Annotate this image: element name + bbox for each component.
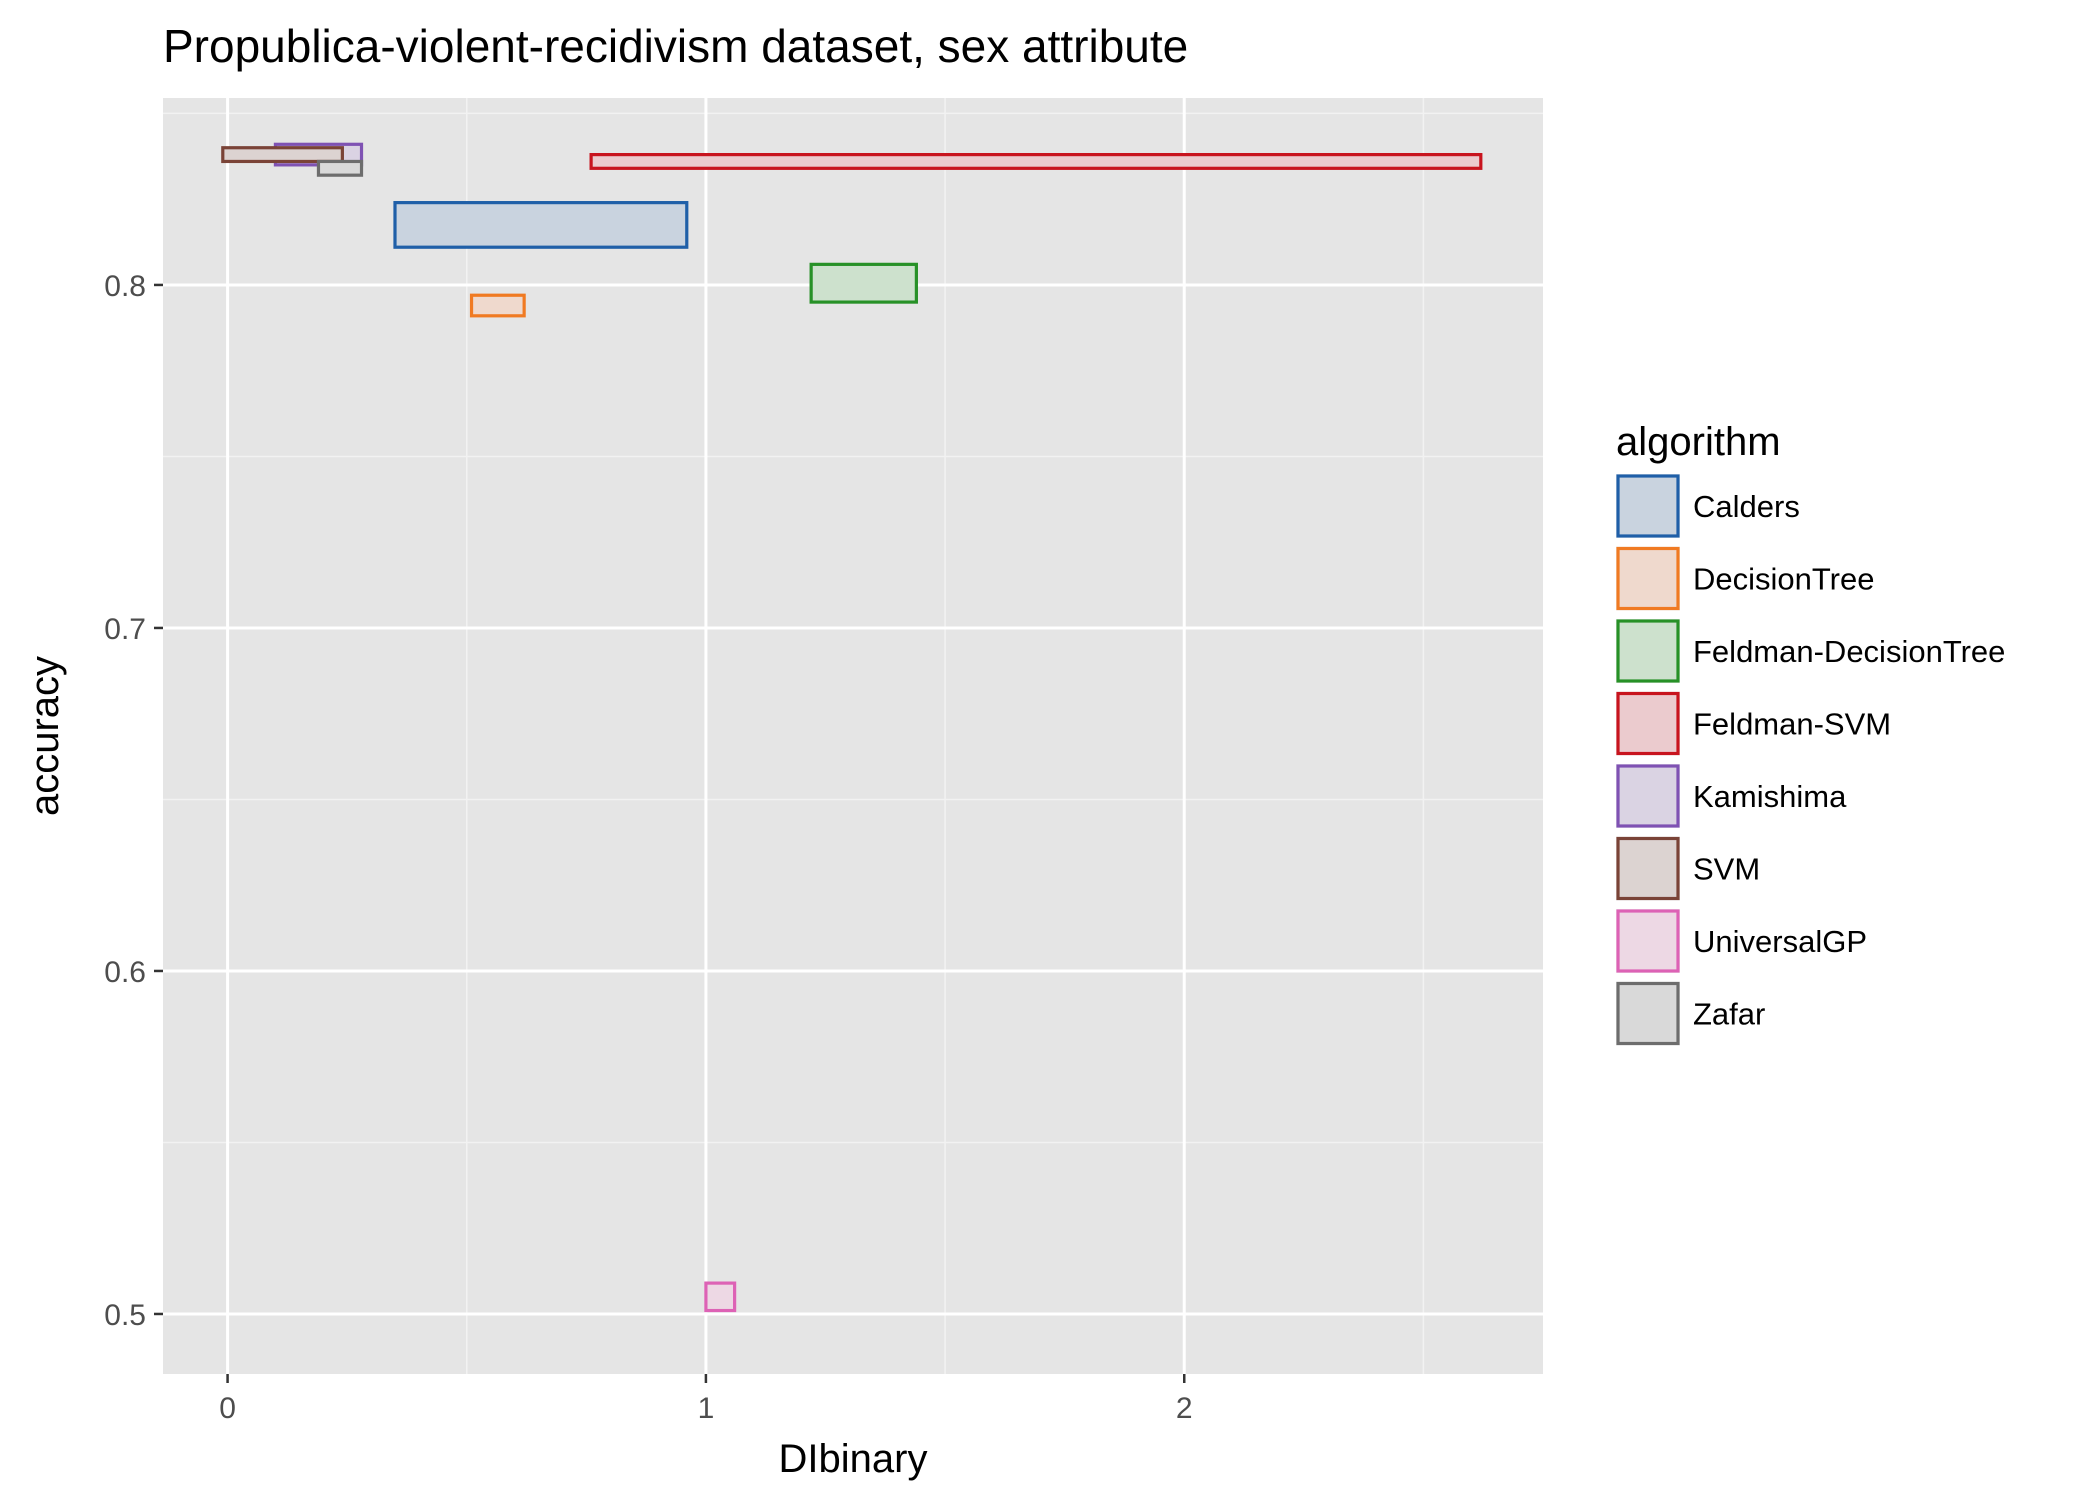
x-axis-title: DIbinary — [779, 1437, 928, 1481]
x-axis-ticks: 0 1 2 — [219, 1374, 1193, 1425]
legend-label: UniversalGP — [1693, 924, 1867, 959]
legend-key-swatch — [1616, 981, 1680, 1046]
legend-key-swatch — [1616, 764, 1680, 828]
y-tick-label: 0.7 — [104, 613, 146, 646]
legend-key-swatch — [1616, 909, 1680, 973]
range-rect-feldman-svm — [589, 152, 1483, 170]
plot-panel — [163, 98, 1543, 1374]
y-tick-label: 0.6 — [104, 956, 146, 989]
legend-label: Calders — [1693, 489, 1800, 524]
legend-key-swatch — [1616, 836, 1680, 901]
y-tick-label: 0.8 — [104, 270, 146, 303]
legend-key-swatch — [1616, 619, 1680, 683]
legend-title: algorithm — [1616, 420, 1781, 464]
legend-label: Kamishima — [1693, 779, 1847, 814]
legend-label: Zafar — [1693, 997, 1765, 1032]
chart-title: Propublica-violent-recidivism dataset, s… — [163, 20, 1188, 72]
x-tick-label: 0 — [219, 1392, 236, 1425]
minor-gridlines — [163, 98, 1543, 1374]
range-rect-svm — [221, 146, 344, 164]
range-rect-zafar — [316, 159, 364, 177]
legend-label: Feldman-SVM — [1693, 707, 1891, 742]
legend-items: Calders DecisionTree Feldman-DecisionTree F… — [1616, 474, 2005, 1046]
y-axis-ticks: 0.5 0.6 0.7 0.8 — [104, 270, 163, 1332]
x-tick-label: 2 — [1176, 1392, 1193, 1425]
legend-label: DecisionTree — [1693, 562, 1874, 597]
legend: algorithm Calders DecisionTree Feldman-Dec… — [1616, 420, 2005, 1046]
range-rectangles — [221, 142, 1483, 1313]
range-rect-decisiontree — [469, 293, 526, 318]
legend-key-swatch — [1616, 474, 1680, 538]
legend-key-swatch — [1616, 546, 1680, 611]
legend-label: SVM — [1693, 852, 1760, 887]
x-tick-label: 1 — [698, 1392, 715, 1425]
range-rect-feldman-decisiontree — [809, 262, 918, 304]
legend-label: Feldman-DecisionTree — [1693, 634, 2005, 669]
legend-key-swatch — [1616, 691, 1680, 756]
range-rect-universalgp — [704, 1281, 737, 1313]
y-tick-label: 0.5 — [104, 1299, 146, 1332]
range-rect-calders — [393, 201, 689, 249]
y-axis-title: accuracy — [23, 656, 67, 816]
